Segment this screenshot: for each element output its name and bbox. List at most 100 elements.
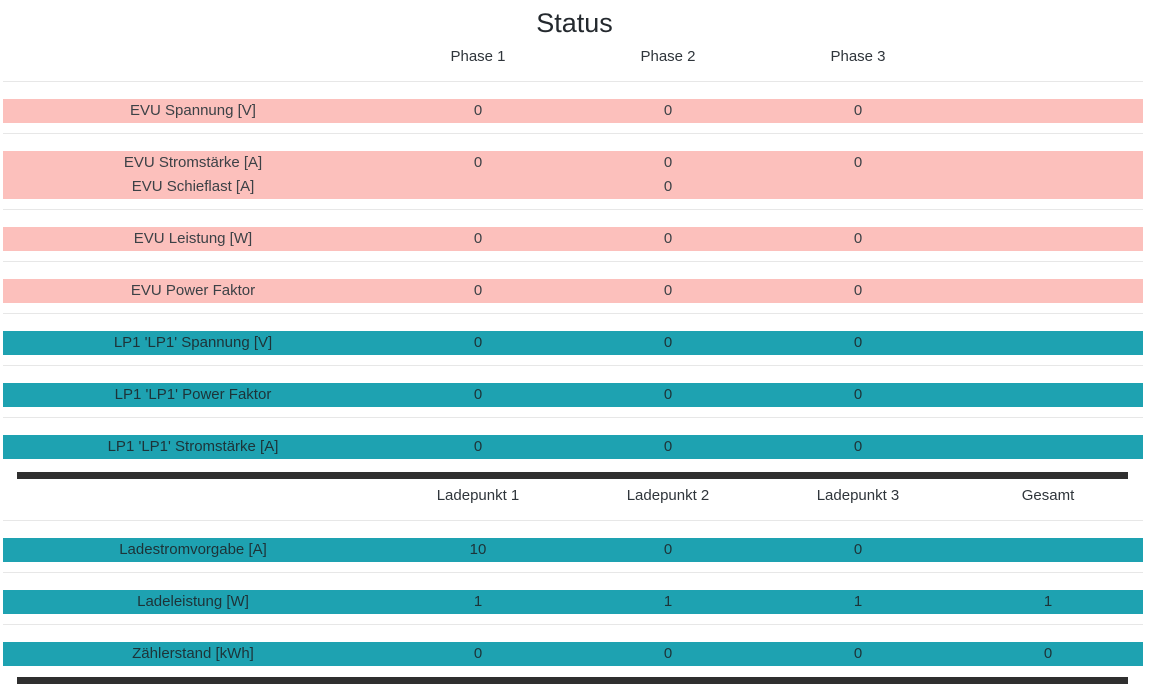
- row-line: LP1 'LP1' Power Faktor 0 0 0: [3, 383, 1143, 407]
- value-cell: [953, 538, 1143, 562]
- value-cell: 0: [663, 102, 673, 119]
- value-cell: 1: [853, 593, 863, 610]
- value-cell: 0: [663, 334, 673, 351]
- value-cell: 0: [853, 645, 863, 662]
- value-cell: 0: [473, 282, 483, 299]
- separator-line: [3, 417, 1143, 418]
- separator-line: [3, 520, 1143, 521]
- row-label: Ladeleistung [W]: [137, 593, 249, 610]
- row-line: EVU Spannung [V] 0 0 0: [3, 99, 1143, 123]
- chargepoint-header-row: Ladepunkt 1 Ladepunkt 2 Ladepunkt 3 Gesa…: [3, 487, 1143, 504]
- row-label: LP1 'LP1' Spannung [V]: [113, 334, 273, 351]
- value-cell: 0: [663, 154, 673, 171]
- header-spacer: [953, 48, 1143, 65]
- status-row-ladestromvorgabe: Ladestromvorgabe [A] 10 0 0: [3, 538, 1143, 562]
- value-cell: [953, 175, 1143, 199]
- value-cell: [953, 151, 1143, 175]
- value-cell: [953, 435, 1143, 459]
- value-cell: 0: [663, 386, 673, 403]
- value-cell: 0: [663, 230, 673, 247]
- status-row-evu-power-faktor: EVU Power Faktor 0 0 0: [3, 279, 1143, 303]
- value-cell: 0: [473, 154, 483, 171]
- value-cell: [763, 175, 953, 199]
- separator-line: [3, 572, 1143, 573]
- row-line: EVU Power Faktor 0 0 0: [3, 279, 1143, 303]
- row-label: EVU Stromstärke [A]: [123, 154, 263, 171]
- column-header-phase-3: Phase 3: [830, 48, 886, 65]
- value-cell: 0: [473, 102, 483, 119]
- column-header-ladepunkt-2: Ladepunkt 2: [626, 487, 710, 504]
- value-cell: [953, 227, 1143, 251]
- value-cell: 0: [663, 178, 673, 195]
- separator-line: [3, 624, 1143, 625]
- value-cell: 10: [469, 541, 487, 558]
- value-cell: 1: [1043, 593, 1053, 610]
- row-line: LP1 'LP1' Spannung [V] 0 0 0: [3, 331, 1143, 355]
- separator-line: [3, 209, 1143, 210]
- value-cell: 0: [853, 154, 863, 171]
- value-cell: [383, 175, 573, 199]
- row-label: EVU Spannung [V]: [130, 102, 256, 119]
- status-row-zaehlerstand: Zählerstand [kWh] 0 0 0 0: [3, 642, 1143, 666]
- row-label: LP1 'LP1' Stromstärke [A]: [107, 438, 279, 455]
- value-cell: 0: [853, 334, 863, 351]
- column-header-phase-2: Phase 2: [640, 48, 696, 65]
- value-cell: 0: [663, 541, 673, 558]
- row-line: Ladestromvorgabe [A] 10 0 0: [3, 538, 1143, 562]
- value-cell: [953, 279, 1143, 303]
- status-row-evu-spannung: EVU Spannung [V] 0 0 0: [3, 99, 1143, 123]
- row-label: EVU Power Faktor: [130, 282, 256, 299]
- column-header-phase-1: Phase 1: [450, 48, 506, 65]
- value-cell: 0: [663, 282, 673, 299]
- value-cell: [953, 383, 1143, 407]
- value-cell: 0: [473, 230, 483, 247]
- value-cell: [953, 99, 1143, 123]
- value-cell: 0: [663, 438, 673, 455]
- value-cell: 0: [473, 386, 483, 403]
- value-cell: 0: [853, 102, 863, 119]
- row-label: Zählerstand [kWh]: [132, 645, 254, 662]
- row-line: Ladeleistung [W] 1 1 1 1: [3, 590, 1143, 614]
- status-row-lp1-stromstaerke: LP1 'LP1' Stromstärke [A] 0 0 0: [3, 435, 1143, 459]
- section-divider-bar: [17, 472, 1128, 479]
- value-cell: 0: [853, 230, 863, 247]
- value-cell: 0: [473, 334, 483, 351]
- row-line: Zählerstand [kWh] 0 0 0 0: [3, 642, 1143, 666]
- row-line: EVU Schieflast [A] 0: [3, 175, 1143, 199]
- row-line: EVU Stromstärke [A] 0 0 0: [3, 151, 1143, 175]
- row-label: Ladestromvorgabe [A]: [119, 541, 267, 558]
- bottom-divider-bar: [17, 677, 1128, 684]
- row-label: EVU Schieflast [A]: [131, 178, 255, 195]
- value-cell: 0: [473, 645, 483, 662]
- column-header-gesamt: Gesamt: [1021, 487, 1075, 504]
- phase-header-row: Phase 1 Phase 2 Phase 3: [3, 48, 1143, 65]
- value-cell: 0: [663, 645, 673, 662]
- value-cell: [953, 331, 1143, 355]
- header-spacer: [3, 487, 383, 504]
- separator-line: [3, 261, 1143, 262]
- value-cell: 0: [853, 541, 863, 558]
- page-title: Status: [536, 8, 613, 38]
- separator-line: [3, 365, 1143, 366]
- value-cell: 0: [1043, 645, 1053, 662]
- value-cell: 0: [853, 386, 863, 403]
- status-row-evu-stromstaerke: EVU Stromstärke [A] 0 0 0 EVU Schieflast…: [3, 151, 1143, 199]
- value-cell: 1: [473, 593, 483, 610]
- separator-line: [3, 133, 1143, 134]
- separator-line: [3, 313, 1143, 314]
- column-header-ladepunkt-1: Ladepunkt 1: [436, 487, 520, 504]
- header-spacer: [3, 48, 383, 65]
- status-row-ladeleistung: Ladeleistung [W] 1 1 1 1: [3, 590, 1143, 614]
- status-row-lp1-spannung: LP1 'LP1' Spannung [V] 0 0 0: [3, 331, 1143, 355]
- column-header-ladepunkt-3: Ladepunkt 3: [816, 487, 900, 504]
- row-line: EVU Leistung [W] 0 0 0: [3, 227, 1143, 251]
- row-label: EVU Leistung [W]: [133, 230, 253, 247]
- value-cell: 1: [663, 593, 673, 610]
- value-cell: 0: [853, 438, 863, 455]
- row-line: LP1 'LP1' Stromstärke [A] 0 0 0: [3, 435, 1143, 459]
- value-cell: 0: [853, 282, 863, 299]
- separator-line: [3, 81, 1143, 82]
- row-label: LP1 'LP1' Power Faktor: [114, 386, 272, 403]
- status-row-evu-leistung: EVU Leistung [W] 0 0 0: [3, 227, 1143, 251]
- value-cell: 0: [473, 438, 483, 455]
